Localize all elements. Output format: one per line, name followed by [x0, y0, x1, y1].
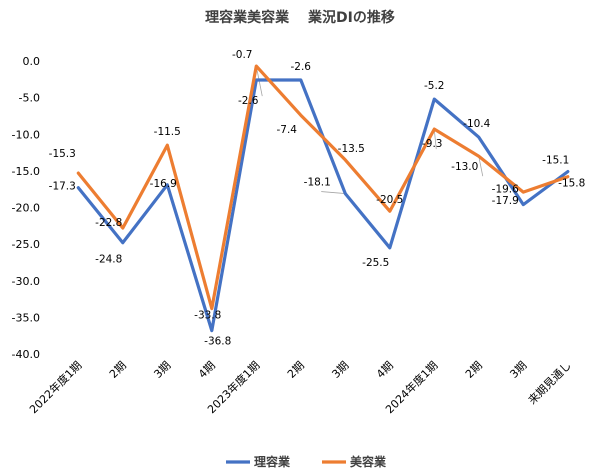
y-tick-label: -20.0: [12, 202, 40, 215]
y-tick-label: -35.0: [12, 311, 40, 324]
y-tick-label: -40.0: [12, 348, 40, 361]
label-leader-line: [321, 191, 346, 194]
data-label: -15.1: [542, 155, 569, 167]
data-label: -24.8: [95, 254, 122, 266]
data-label: -2.6: [291, 61, 312, 73]
data-label: -7.4: [277, 124, 298, 136]
x-tick-label: 4期: [374, 359, 396, 381]
y-tick-label: -30.0: [12, 275, 40, 288]
x-tick-label: 2期: [463, 359, 485, 381]
data-label: -11.5: [154, 126, 181, 138]
x-tick-label: 2期: [107, 359, 129, 381]
legend-label: 美容業: [350, 454, 387, 469]
y-tick-label: 0.0: [23, 55, 41, 68]
y-tick-label: -10.0: [12, 128, 40, 141]
label-leader-line: [433, 129, 437, 150]
y-axis: 0.0 -5.0 -10.0 -15.0 -20.0 -25.0 -30.0 -35.0 -40…: [12, 55, 40, 361]
x-tick-label: 4期: [196, 359, 218, 381]
x-tick-label: 3期: [151, 359, 173, 381]
data-label: -13.0: [451, 161, 478, 173]
chart-title: 理容業美容業 業況DIの推移: [205, 9, 395, 26]
data-label: -18.1: [304, 177, 331, 189]
y-tick-label: -15.0: [12, 165, 40, 178]
data-label: -9.3: [422, 138, 443, 150]
series-line-biyogyo: [76, 64, 570, 311]
data-label: -33.8: [194, 310, 221, 322]
data-label: -13.5: [338, 143, 365, 155]
legend: 理容業 美容業: [226, 454, 387, 469]
label-leader-line: [478, 156, 484, 177]
data-label: -36.8: [204, 336, 231, 348]
data-label: -19.6: [492, 184, 519, 196]
data-label: -10.4: [463, 118, 490, 130]
x-tick-label: 来期見通し: [526, 359, 574, 407]
data-label: -22.8: [95, 217, 122, 229]
x-tick-label: 2022年度1期: [26, 358, 84, 416]
data-label: -15.8: [558, 178, 585, 190]
data-label: -16.9: [150, 178, 177, 190]
data-label: -17.3: [49, 181, 76, 193]
data-label: -2.6: [238, 95, 259, 107]
data-label: -20.5: [376, 194, 403, 206]
y-tick-label: -5.0: [19, 92, 40, 105]
data-label: -15.3: [49, 148, 76, 160]
legend-label: 理容業: [254, 454, 291, 469]
y-tick-label: -25.0: [12, 238, 40, 251]
data-label: -25.5: [362, 257, 389, 269]
series-lines: [76, 64, 570, 333]
x-tick-label: 3期: [329, 359, 351, 381]
data-label: -17.9: [492, 195, 519, 207]
data-label: -0.7: [232, 49, 253, 61]
x-tick-label: 3期: [507, 359, 529, 381]
x-tick-label: 2期: [285, 359, 307, 381]
data-labels: -17.3 -24.8 -16.9 -36.8 -2.6 -2.6 -18.1 -25.5 -5…: [49, 49, 586, 347]
data-label: -5.2: [424, 80, 445, 92]
